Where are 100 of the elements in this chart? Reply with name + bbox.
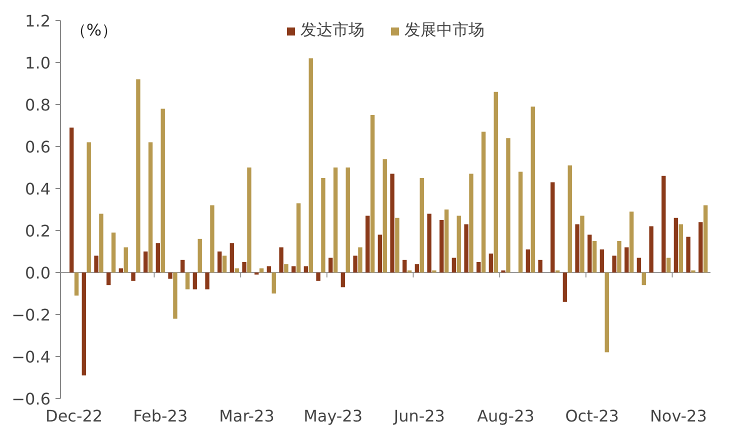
bar — [168, 272, 172, 279]
bar — [642, 272, 646, 286]
bar — [390, 174, 394, 272]
bar — [464, 224, 468, 272]
y-tick-label: −0.4 — [12, 348, 51, 366]
x-tick-label: Nov-23 — [650, 406, 707, 426]
bar — [456, 216, 461, 272]
bar — [192, 272, 198, 290]
bar — [118, 268, 124, 272]
bar — [321, 178, 326, 272]
bar — [247, 168, 252, 272]
bar — [284, 264, 288, 272]
y-tick-label: 0.6 — [25, 138, 51, 156]
bar — [99, 214, 104, 272]
bar — [538, 260, 542, 272]
bar — [136, 79, 140, 272]
x-tick-label: Dec-22 — [46, 406, 103, 426]
bar — [124, 247, 128, 272]
bar — [218, 252, 222, 272]
bar — [469, 174, 474, 272]
y-tick-label: 0.8 — [25, 96, 51, 114]
x-tick-label: Aug-23 — [477, 406, 534, 426]
bar — [148, 142, 153, 272]
bar — [210, 205, 214, 272]
bar — [604, 272, 609, 352]
bar — [629, 212, 634, 272]
bar — [674, 218, 678, 272]
bar — [340, 272, 346, 288]
bar — [198, 238, 202, 272]
y-tick-label: −0.2 — [12, 306, 51, 324]
bar — [234, 268, 239, 272]
x-tick-label: Oct-23 — [565, 406, 619, 426]
bar — [395, 218, 400, 272]
bar — [588, 234, 592, 272]
bar — [378, 234, 382, 272]
bar — [476, 262, 481, 272]
bar — [568, 165, 572, 272]
bar — [427, 214, 432, 272]
bar — [444, 210, 449, 272]
bar — [242, 262, 246, 272]
bar — [304, 266, 308, 272]
legend-label: 发展中市场 — [404, 20, 484, 41]
bar — [481, 132, 486, 272]
legend-label: 发达市场 — [300, 20, 364, 41]
bar — [74, 272, 79, 296]
bar — [131, 272, 136, 281]
bar — [666, 258, 671, 272]
bar — [292, 266, 296, 272]
bar — [333, 168, 338, 272]
bar — [698, 222, 703, 272]
bar — [592, 241, 597, 272]
bar — [296, 203, 301, 272]
bar — [562, 272, 568, 302]
y-tick-label: −0.6 — [12, 390, 51, 408]
bar — [382, 159, 387, 272]
bar — [111, 232, 116, 272]
bar — [506, 138, 510, 272]
bar — [358, 247, 362, 272]
bar — [420, 178, 424, 272]
bar — [86, 142, 91, 272]
bar — [550, 182, 555, 272]
bar — [70, 128, 74, 272]
bar — [494, 92, 498, 272]
x-tick-label: Mar-23 — [219, 406, 274, 426]
y-axis-title: （%） — [70, 20, 118, 40]
bar — [624, 247, 629, 272]
bar — [530, 106, 535, 272]
bar — [580, 216, 584, 272]
bar — [180, 260, 185, 272]
bar — [526, 249, 530, 272]
bar — [272, 272, 276, 294]
bar — [266, 266, 272, 272]
y-tick-label: 0.2 — [25, 222, 51, 240]
bar — [452, 258, 456, 272]
bar — [488, 254, 494, 272]
bar — [575, 224, 580, 272]
bar — [328, 258, 333, 272]
bar — [678, 224, 683, 272]
y-tick-label: 0.4 — [25, 180, 51, 198]
bar — [279, 247, 284, 272]
y-tick-label: 1.0 — [25, 54, 51, 72]
bar — [518, 172, 523, 272]
bar — [230, 243, 234, 272]
bar — [346, 168, 350, 272]
bar — [144, 252, 148, 272]
bar — [414, 264, 420, 272]
bar — [370, 115, 375, 272]
bar — [308, 58, 313, 272]
bar — [600, 249, 604, 272]
bar — [366, 216, 370, 272]
bar — [636, 258, 642, 272]
y-tick-label: 1.2 — [25, 12, 51, 30]
bar — [402, 260, 407, 272]
bar — [703, 205, 708, 272]
bar — [82, 272, 86, 376]
bar — [686, 236, 690, 272]
bar — [173, 272, 178, 319]
bar — [259, 268, 264, 272]
x-tick-label: May-23 — [304, 406, 363, 426]
bar — [160, 108, 165, 272]
